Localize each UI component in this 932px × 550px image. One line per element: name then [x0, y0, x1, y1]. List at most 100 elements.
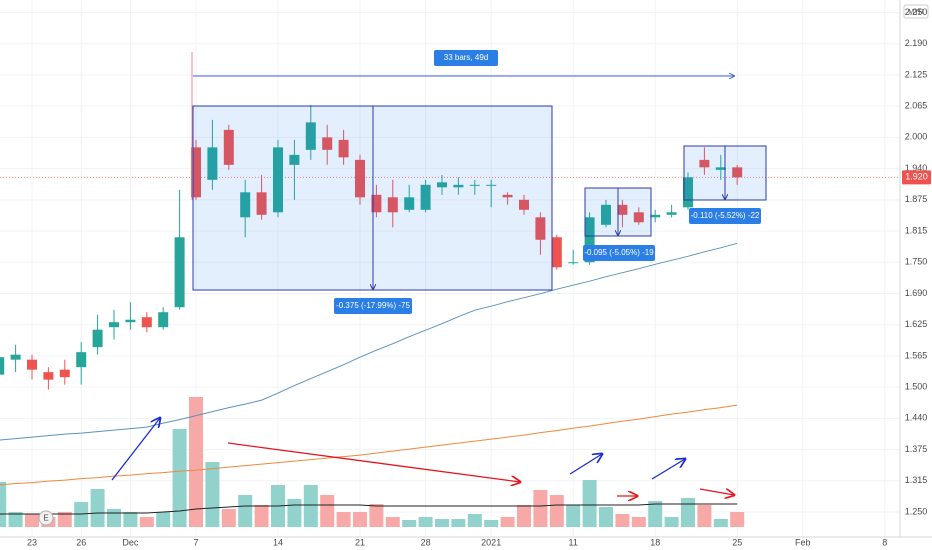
price-axis-panel	[900, 0, 932, 550]
volume-bar	[681, 498, 695, 527]
ruler-label: 33 bars, 49d	[444, 53, 488, 62]
candle-body	[125, 319, 136, 323]
y-tick-label: 1.440	[905, 413, 928, 423]
y-tick-label: 2.190	[905, 38, 928, 48]
earnings-label: E	[43, 514, 48, 523]
candle-body	[92, 329, 103, 348]
candle-body	[584, 217, 595, 263]
volume-bar	[156, 512, 171, 527]
time-axis-panel	[0, 537, 932, 550]
y-tick-label: 1.250	[905, 506, 928, 516]
candle-body	[502, 194, 513, 198]
candle-body	[551, 237, 562, 268]
x-tick-label: 21	[355, 537, 365, 547]
volume-bar	[418, 517, 433, 527]
candle-body	[223, 129, 234, 165]
y-tick-label: 1.315	[905, 475, 928, 485]
volume-bar	[500, 517, 515, 527]
ruler-label-box	[434, 50, 498, 66]
y-tick-label: 2.065	[905, 101, 928, 111]
volume-bar	[566, 505, 581, 527]
volume-bar	[435, 519, 449, 527]
candle-body	[519, 199, 529, 210]
y-tick-label: 2.125	[905, 69, 928, 79]
candle-body	[338, 139, 349, 158]
x-tick-label: 8	[882, 537, 887, 547]
volume-bar	[238, 495, 253, 527]
volume-bar	[402, 520, 417, 527]
candle-body	[0, 357, 5, 375]
volume-bar	[107, 509, 121, 527]
candle-body	[601, 204, 611, 225]
volume-bar	[25, 514, 39, 527]
volume-bar	[189, 397, 203, 527]
volume-bar	[730, 512, 745, 527]
candle-body	[633, 212, 644, 223]
annotations: 33 bars, 49d -0.375 (-17.99%) -75 -0.095…	[38, 50, 767, 526]
x-tick-label: 14	[273, 537, 283, 547]
candle-body	[10, 354, 21, 360]
candle-body	[240, 192, 251, 218]
x-tick-label: Dec	[122, 537, 139, 547]
candle-body	[158, 312, 169, 328]
y-tick-label: 1.625	[905, 319, 928, 329]
volume-bar	[599, 507, 613, 527]
volume-bar	[0, 482, 7, 527]
volume-bar	[697, 505, 712, 527]
candle-body	[76, 352, 87, 368]
volume-bar	[90, 489, 105, 527]
earnings-marker[interactable]	[38, 510, 54, 526]
candle-body	[699, 159, 710, 168]
trend-arrow	[111, 418, 160, 481]
volume-bar	[221, 509, 236, 527]
volume-bar	[303, 485, 318, 527]
candle-body	[683, 177, 693, 208]
candle-body	[43, 372, 54, 380]
y-tick-label: 1.375	[905, 444, 928, 454]
candle-body	[305, 122, 316, 150]
moving-average-line	[0, 404, 738, 486]
candle-body	[109, 322, 119, 328]
trend-arrow	[569, 454, 602, 475]
candle-body	[535, 217, 546, 240]
candle-body	[141, 317, 152, 328]
x-tick-label: 28	[421, 537, 431, 547]
volume-bar	[8, 512, 23, 527]
trend-arrow	[227, 442, 520, 482]
candle-body	[568, 262, 579, 264]
candle-body	[650, 214, 661, 218]
candle-body	[355, 159, 365, 198]
volume-bar	[320, 495, 335, 527]
volume-bar	[713, 519, 728, 527]
candle-body	[666, 212, 677, 215]
volume-bar	[582, 480, 597, 527]
y-tick-label: 1.750	[905, 257, 928, 267]
candle-body	[486, 184, 497, 186]
last-price-label: 1.920	[905, 172, 928, 182]
trend-arrow	[651, 459, 685, 480]
x-tick-label: 23	[27, 537, 37, 547]
candle-body	[404, 197, 415, 210]
candle-body	[322, 137, 333, 150]
currency-box	[903, 4, 929, 19]
candle-body	[453, 184, 464, 188]
volume-bar	[369, 504, 384, 527]
candle-body	[732, 167, 743, 178]
candle-body	[715, 167, 726, 170]
moving-average-line	[0, 503, 738, 515]
volume-bar	[205, 462, 220, 527]
y-tick-label: 2.000	[905, 132, 928, 142]
volume-bar	[287, 499, 302, 527]
measure-label-box	[689, 208, 761, 224]
candle-body	[420, 184, 431, 210]
y-tick-label: 2.250	[905, 7, 928, 17]
y-tick-label: 1.815	[905, 225, 928, 235]
volume-bar	[172, 429, 187, 527]
volume-bar	[664, 517, 679, 527]
candle-body	[387, 197, 398, 213]
measure-label-box	[583, 245, 655, 261]
measure-label: -0.110 (-5.52%) -22	[691, 211, 760, 220]
x-tick-label: 7	[193, 537, 198, 547]
